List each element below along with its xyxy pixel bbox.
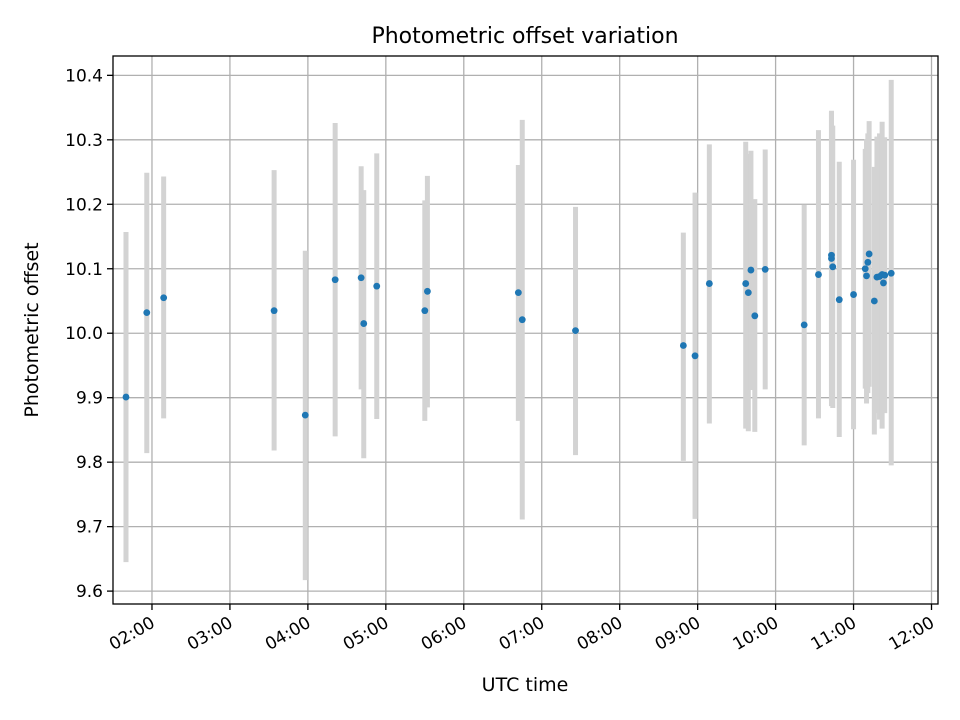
data-point [424,287,431,295]
data-point [518,316,526,324]
data-point [861,265,869,273]
data-points [122,250,895,419]
y-tick-label: 10.1 [65,260,103,280]
data-point [815,271,822,278]
data-point [742,280,750,287]
data-point [373,282,381,290]
data-point [691,352,699,360]
data-point [835,296,843,304]
data-point [828,255,835,262]
data-point [705,280,713,287]
data-point [751,312,759,320]
data-point [864,258,872,266]
x-tick-label: 10:00 [730,613,782,655]
data-point [270,307,278,315]
data-point [744,289,752,297]
y-axis-label: Photometric offset [21,242,43,417]
y-tick-label: 9.8 [76,453,103,473]
error-bars [123,79,894,581]
data-point [421,307,429,315]
x-tick-label: 12:00 [886,613,938,655]
data-point [360,320,368,327]
x-tick-label: 04:00 [262,613,314,655]
y-tick-label: 10.4 [65,66,103,86]
data-point [679,342,687,349]
data-point [880,279,887,287]
data-point [301,411,309,419]
data-point [887,269,895,277]
grid-lines [113,56,938,604]
y-tick-label: 9.7 [76,518,103,538]
x-tick-label: 03:00 [184,613,236,655]
x-tick-label: 07:00 [496,613,548,655]
x-tick-label: 11:00 [808,613,860,655]
data-point [850,291,857,298]
data-point [122,393,130,401]
x-tick-label: 08:00 [574,613,626,655]
x-tick-label: 05:00 [340,613,392,655]
x-tick-label: 09:00 [652,613,704,655]
y-tick-label: 10.0 [65,324,103,344]
x-tick-label: 02:00 [106,613,158,655]
y-tick-label: 10.2 [65,195,103,215]
y-axis-ticks: 9.6 9.7 9.8 9.9 10.0 10.1 10.2 10.3 10.4 [65,66,113,602]
y-tick-label: 9.6 [76,582,103,602]
plot-frame [112,55,939,605]
data-point [747,266,755,274]
y-tick-label: 10.3 [65,131,103,151]
data-point [514,289,522,297]
data-point [829,263,837,271]
data-point [761,265,769,273]
data-point [863,272,870,280]
data-point [572,327,579,335]
data-point [800,321,808,329]
data-point [331,276,339,284]
data-point [160,294,168,302]
x-axis-label: UTC time [482,674,569,696]
data-point [357,274,365,282]
data-point [881,271,889,279]
x-tick-label: 06:00 [418,613,470,655]
data-point [870,297,878,305]
x-axis-ticks: 02:00 03:00 04:00 05:00 06:00 07:00 08:00 09:00… [106,604,938,655]
data-point [143,309,151,316]
data-point [865,250,873,258]
y-tick-label: 9.9 [76,389,103,409]
chart-title: Photometric offset variation [371,24,678,49]
